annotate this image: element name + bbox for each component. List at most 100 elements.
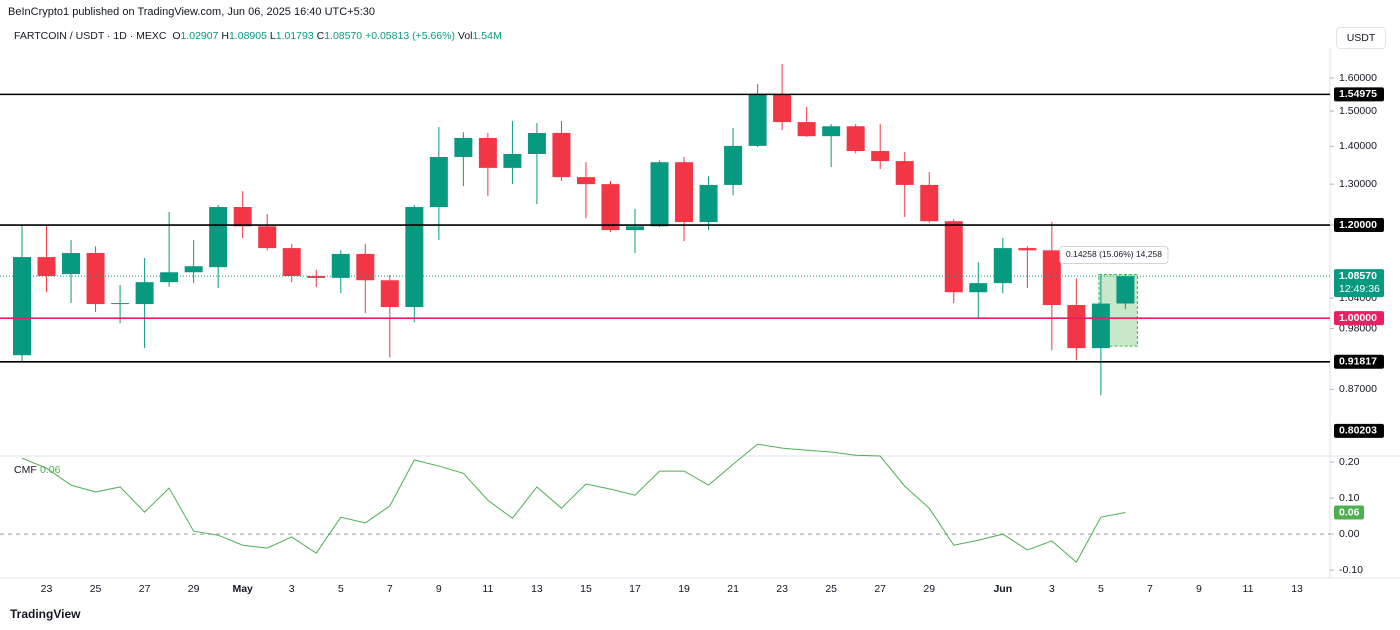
y-tick-label: -0.10	[1339, 564, 1363, 576]
currency-button[interactable]: USDT	[1336, 27, 1386, 49]
candle-body	[503, 153, 522, 168]
last-price-label: 1.08570	[1339, 270, 1377, 282]
candle-body	[1116, 276, 1135, 304]
candle-body	[135, 282, 154, 305]
level-label: 1.00000	[1339, 312, 1377, 324]
candle-body	[626, 226, 644, 231]
cmf-line	[21, 443, 1126, 563]
x-tick-label: 17	[629, 583, 641, 595]
candle-body	[675, 162, 694, 223]
y-tick-label: 0.10	[1339, 492, 1360, 504]
candle-body	[380, 280, 399, 308]
symbol-legend: FARTCOIN / USDT · 1D · MEXC O1.02907 H 1.…	[14, 30, 502, 42]
ohlc-label: O	[172, 30, 181, 42]
level-label: 1.20000	[1339, 219, 1377, 231]
level-label-bg	[1334, 87, 1384, 102]
x-tick-label: 27	[874, 583, 886, 595]
cmf-last-bg	[1334, 505, 1364, 520]
candle-body	[1091, 303, 1110, 349]
candle-body	[1067, 305, 1086, 349]
candle-body	[724, 145, 743, 185]
candle-body	[233, 207, 252, 227]
candle-body	[429, 156, 448, 208]
ohlc-value: 1.02907	[180, 30, 219, 42]
range-low-label-bg	[1334, 423, 1384, 438]
candle-body	[13, 257, 31, 356]
symbol: FARTCOIN / USDT · 1D · MEXC	[14, 30, 167, 42]
measure-box	[1059, 245, 1169, 264]
candle-body	[331, 253, 350, 278]
cmf-last-label: 0.06	[1339, 506, 1360, 518]
indicator-value: 0.06	[40, 464, 61, 476]
candle-body	[160, 272, 179, 283]
y-tick-label: 0.20	[1339, 456, 1360, 468]
ohlc-label: L	[269, 30, 276, 42]
candle-body	[258, 226, 277, 249]
candle-body	[920, 184, 939, 222]
candle-body	[552, 132, 571, 178]
candle-body	[576, 177, 595, 185]
ohlc-label: C	[316, 30, 325, 42]
x-tick-label: 13	[1291, 583, 1303, 595]
level-label-bg	[1334, 311, 1384, 326]
candle-body	[969, 283, 988, 293]
x-tick-label: 23	[776, 583, 788, 595]
candle-body	[184, 266, 203, 273]
candle-body	[1018, 248, 1037, 251]
x-tick-label: 9	[1196, 583, 1202, 595]
x-tick-label: 19	[678, 583, 690, 595]
y-tick-label: 1.60000	[1339, 72, 1377, 84]
candle-body	[111, 303, 130, 305]
candle-body	[307, 276, 326, 278]
candle-body	[478, 137, 497, 168]
candle-body	[773, 93, 792, 123]
x-tick-label: Jun	[993, 583, 1012, 595]
y-tick-label: 1.30000	[1339, 178, 1377, 190]
change: +0.05813 (+5.66%)	[365, 30, 455, 42]
candle-body	[86, 253, 105, 305]
candle-body	[748, 93, 767, 146]
indicator-title: CMF	[14, 464, 37, 476]
x-tick-label: 21	[727, 583, 739, 595]
candle-body	[822, 126, 841, 137]
x-tick-label: 11	[482, 583, 493, 595]
candle-body	[699, 184, 718, 223]
level-label: 0.91817	[1339, 356, 1377, 368]
x-tick-label: 25	[825, 583, 837, 595]
candle-body	[871, 151, 890, 162]
x-tick-label: 29	[923, 583, 935, 595]
volume: 1.54M	[472, 30, 502, 42]
y-tick-label: 0.98000	[1339, 322, 1377, 334]
candle-body	[993, 248, 1012, 284]
x-tick-label: 27	[139, 583, 151, 595]
candle-body	[601, 184, 620, 231]
x-tick-label: 29	[188, 583, 200, 595]
x-tick-label: 5	[1098, 583, 1104, 595]
level-label: 1.54975	[1339, 88, 1377, 100]
x-tick-label: 5	[338, 583, 344, 595]
publisher: BeInCrypto1 published on TradingView.com…	[8, 6, 376, 18]
ohlc-value: 1.01793	[275, 30, 314, 42]
x-tick-label: 7	[387, 583, 393, 595]
candle-body	[1042, 250, 1061, 306]
candle-body	[846, 126, 865, 152]
measure-text: 0.14258 (15.06%) 14,258	[1066, 249, 1162, 259]
candle-body	[209, 207, 228, 268]
x-tick-label: 15	[580, 583, 592, 595]
candle-body	[37, 257, 56, 277]
footer-logo: TradingView	[10, 607, 81, 621]
x-tick-label: 13	[531, 583, 543, 595]
volume-label: Vol	[457, 30, 473, 42]
ohlc-value: 1.08570	[324, 30, 363, 42]
x-tick-label: May	[232, 583, 253, 595]
candle-body	[405, 207, 424, 308]
ohlc-label: H	[221, 30, 229, 42]
last-price-bg	[1334, 269, 1384, 298]
x-tick-label: 3	[1049, 583, 1055, 595]
candle-body	[62, 253, 81, 275]
x-tick-label: 25	[90, 583, 102, 595]
candle-body	[454, 137, 473, 157]
level-label-bg	[1334, 218, 1384, 233]
